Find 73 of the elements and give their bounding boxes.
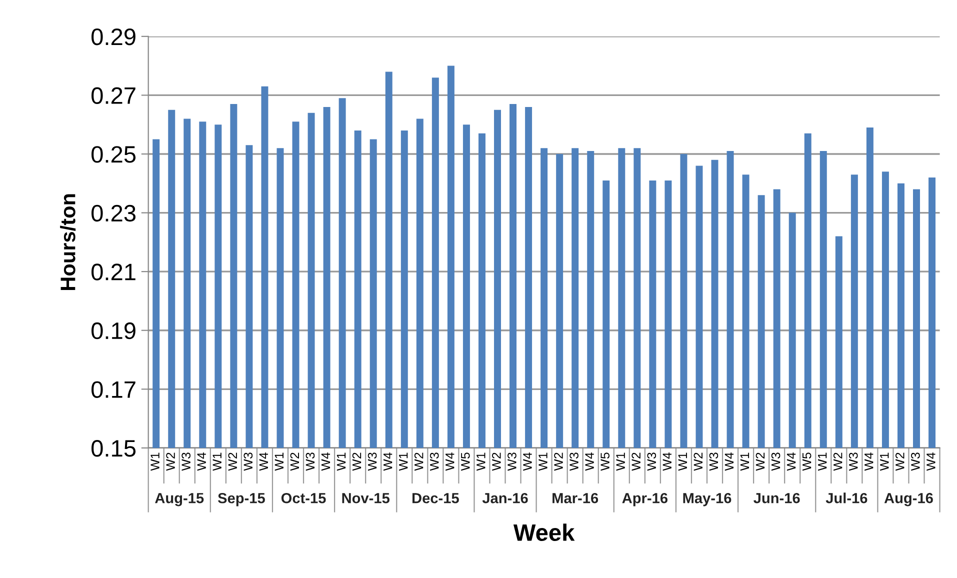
x-tick-label: W3	[911, 452, 920, 471]
x-tick-label: W5	[461, 452, 470, 471]
x-tick-label: W3	[771, 452, 780, 471]
x-tick-label: W1	[336, 452, 346, 471]
x-tick-label: W1	[818, 452, 827, 471]
x-tick-label: W1	[880, 452, 889, 471]
y-axis-title: Hours/ton	[60, 194, 76, 290]
x-tick-label: W2	[166, 452, 175, 471]
x-tick-label: W1	[212, 452, 222, 471]
y-tick-label: 0.25	[92, 146, 136, 163]
x-tick-label: W2	[492, 452, 501, 471]
x-tick-label: W4	[446, 452, 454, 471]
y-tick-label: 0.15	[92, 440, 136, 457]
x-tick-label: W1	[476, 452, 486, 471]
text: Jun-16	[754, 492, 800, 504]
text: Aug-16	[884, 492, 933, 506]
x-tick-label: W4	[662, 452, 672, 471]
x-tick-label: W4	[523, 452, 532, 471]
x-tick-label: W2	[694, 452, 702, 471]
x-tick-label: W3	[244, 452, 253, 471]
y-tick-label: 0.21	[92, 264, 136, 280]
x-tick-label: W1	[616, 452, 625, 471]
x-tick-label: W3	[508, 452, 516, 471]
x-tick-label: W3	[306, 452, 315, 471]
x-tick-label: W3	[368, 452, 377, 471]
x-tick-label: W2	[632, 452, 640, 471]
text: Nov-15	[342, 493, 390, 504]
x-tick-label: W4	[197, 452, 206, 471]
y-tick-label: 0.27	[92, 87, 136, 104]
x-tick-label: W1	[274, 452, 284, 471]
y-tick-label: 0.29	[92, 28, 136, 46]
y-tick-label: 0.17	[92, 381, 136, 398]
text: Sep-15	[218, 492, 265, 506]
text: Dec-15	[412, 493, 459, 504]
x-tick-label: W4	[384, 452, 392, 471]
x-tick-label: W1	[399, 452, 408, 471]
x-tick-label: W3	[430, 452, 439, 471]
y-tick-label: 0.23	[92, 204, 136, 222]
x-tick-label: W2	[414, 452, 424, 471]
x-tick-label: W4	[864, 452, 874, 471]
text: Mar-16	[552, 492, 598, 504]
x-tick-label: W3	[570, 452, 578, 471]
x-tick-label: W5	[802, 452, 812, 471]
text: Oct-15	[281, 492, 326, 504]
text: Jul-16	[826, 492, 868, 504]
text: Apr-16	[622, 492, 668, 506]
x-tick-label: W3	[709, 452, 718, 471]
x-tick-label: W2	[833, 452, 842, 471]
text: May-16	[683, 492, 732, 506]
x-tick-label: W1	[538, 452, 548, 471]
x-tick-label: W4	[926, 452, 936, 471]
text: Aug-15	[155, 493, 204, 506]
x-tick-label: W4	[259, 452, 268, 471]
x-tick-label: W5	[600, 452, 610, 471]
text: Jan-16	[482, 492, 528, 504]
x-tick-label: W1	[678, 452, 687, 471]
x-tick-label: W4	[786, 452, 796, 471]
x-tick-label: W4	[724, 452, 734, 471]
x-tick-label: W3	[182, 452, 190, 471]
y-tick-label: 0.19	[92, 322, 136, 340]
x-tick-label: W2	[352, 452, 362, 471]
x-tick-label: W2	[756, 452, 765, 471]
x-tick-label: W2	[895, 452, 904, 471]
x-tick-label: W3	[647, 452, 656, 471]
x-tick-label: W1	[740, 452, 750, 471]
x-tick-label: W4	[321, 452, 330, 471]
x-tick-label: W2	[290, 452, 299, 471]
x-tick-label: W1	[150, 452, 160, 471]
x-tick-label: W2	[228, 452, 237, 471]
x-tick-label: W3	[848, 452, 858, 471]
x-tick-label: W4	[585, 452, 594, 471]
x-axis-title: Week	[513, 524, 575, 541]
x-tick-label: W2	[554, 452, 563, 471]
